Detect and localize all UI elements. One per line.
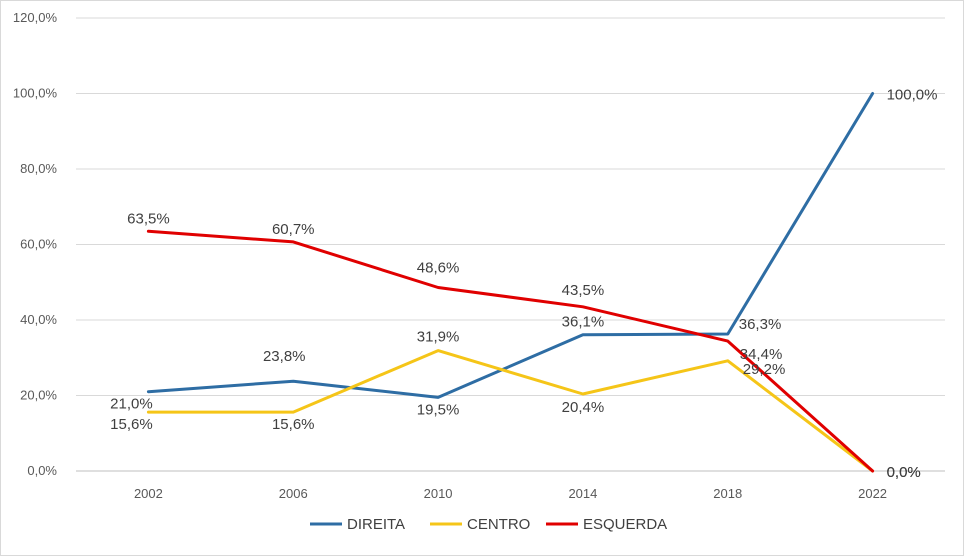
data-label-esquerda: 34,4% [740,346,783,363]
data-label-esquerda: 0,0% [887,464,921,481]
data-label-direita: 36,3% [739,316,782,333]
series-lines [146,92,875,473]
y-tick-label: 60,0% [20,237,57,252]
data-label-centro: 31,9% [417,329,460,346]
legend-label-centro: CENTRO [467,516,530,533]
data-label-direita: 36,1% [562,314,605,331]
legend: DIREITA CENTRO ESQUERDA [310,516,667,533]
legend-label-direita: DIREITA [347,516,405,533]
y-tick-label: 120,0% [13,10,58,25]
legend-label-esquerda: ESQUERDA [583,516,667,533]
x-axis-tick-labels: 2002 2006 2010 2014 2018 2022 [134,486,887,501]
data-label-direita: 23,8% [263,348,306,365]
x-tick-label: 2002 [134,486,163,501]
data-label-esquerda: 60,7% [272,221,315,238]
y-axis-tick-labels: 0,0% 20,0% 40,0% 60,0% 80,0% 100,0% 120,0% [13,10,58,478]
data-label-direita: 21,0% [110,396,153,413]
x-tick-label: 2010 [424,486,453,501]
x-tick-label: 2014 [568,486,597,501]
data-label-centro: 15,6% [110,416,153,433]
x-tick-label: 2018 [713,486,742,501]
series-line-esquerda [146,229,875,473]
y-tick-label: 100,0% [13,86,58,101]
data-label-centro: 15,6% [272,416,315,433]
x-tick-label: 2022 [858,486,887,501]
y-tick-label: 20,0% [20,388,57,403]
series-line-centro [146,349,875,473]
data-label-direita: 19,5% [417,401,460,418]
data-label-direita: 100,0% [887,87,938,104]
y-tick-label: 80,0% [20,161,57,176]
series-line-direita [146,92,875,399]
data-label-centro: 29,2% [743,361,786,378]
data-label-centro: 20,4% [562,399,605,416]
x-tick-label: 2006 [279,486,308,501]
data-label-esquerda: 63,5% [127,210,170,227]
data-label-esquerda: 43,5% [562,282,605,299]
y-tick-label: 40,0% [20,312,57,327]
gridlines [76,17,945,472]
data-label-esquerda: 48,6% [417,260,460,277]
y-tick-label: 0,0% [27,463,57,478]
data-labels: 21,0% 23,8% 19,5% 36,1% 36,3% 100,0% 15,6% 15,6… [110,87,937,482]
data-label-centro: 0,0% [887,464,921,481]
